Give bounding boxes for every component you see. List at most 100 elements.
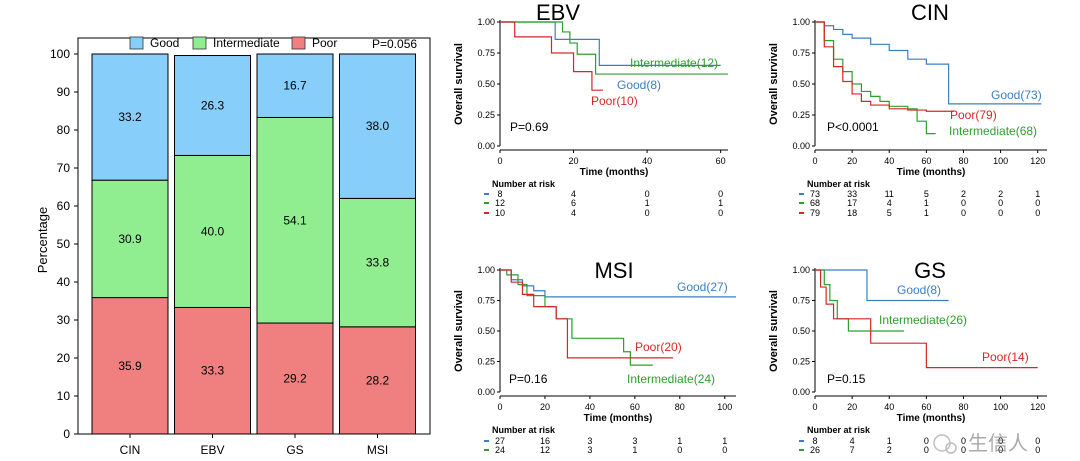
- km-x-axis-label: Time (months): [897, 167, 966, 178]
- risk-table-cell: 3: [587, 436, 592, 446]
- km-curve-poor: [500, 21, 603, 91]
- km-x-tick-label: 100: [993, 402, 1008, 412]
- risk-table-title: Number at risk: [492, 425, 556, 435]
- bar-y-tick-label: 20: [57, 351, 71, 365]
- risk-table-cell: 24: [495, 445, 505, 455]
- risk-table-cell: 7: [850, 445, 855, 455]
- bar-segment-poor: [256, 322, 334, 435]
- risk-table-cell: 0: [722, 445, 727, 455]
- bar-segments: 35.9 30.9 33.2 33.3 40.0 26.3 29.2 54.1 16.7 28.2…: [91, 53, 416, 435]
- km-x-tick-label: 80: [675, 402, 685, 412]
- risk-table-cell: 68: [810, 198, 820, 208]
- risk-table-cell: 26: [810, 445, 820, 455]
- km-curve-intermediate: [815, 269, 905, 332]
- km-y-tick-label: 0.25: [792, 110, 810, 120]
- km-x-tick-label: 0: [812, 402, 817, 412]
- km-x-axis-label: Time (months): [897, 413, 966, 424]
- risk-table-cell: 0: [961, 445, 966, 455]
- km-y-tick-label: 1.00: [792, 265, 810, 275]
- km-x-axis-label: Time (months): [580, 167, 649, 178]
- km-y-tick-label: 0.00: [792, 141, 810, 151]
- km-panel-msi: MSI 0.00 0.25 0.50 0.75 1.00 Overall survival 0…: [453, 258, 736, 455]
- km-title: MSI: [594, 258, 633, 283]
- risk-table-cell: 5: [924, 189, 929, 199]
- bar-data-label: 28.2: [366, 373, 390, 387]
- km-series-label: Intermediate(12): [630, 56, 718, 70]
- risk-table-title: Number at risk: [492, 179, 556, 189]
- bar-x-tick-label: CIN: [120, 443, 141, 457]
- risk-table-cell: 0: [718, 189, 723, 199]
- km-x-tick-label: 20: [540, 402, 550, 412]
- bar-segment-intermediate: [174, 154, 251, 308]
- risk-table-cell: 2: [887, 445, 892, 455]
- risk-table-cell: 3: [632, 436, 637, 446]
- risk-table-cell: 1: [718, 198, 723, 208]
- legend-label-poor: Poor: [312, 36, 337, 50]
- km-y-tick-label: 0.50: [477, 326, 495, 336]
- km-y-axis-label: Overall survival: [453, 290, 465, 372]
- km-y-axis-label: Overall survival: [768, 290, 780, 372]
- km-y-axis-label: Overall survival: [453, 43, 465, 125]
- risk-table-cell: 17: [847, 198, 857, 208]
- km-x-tick-label: 40: [642, 156, 652, 166]
- km-curve-good: [815, 21, 1042, 105]
- km-p-value: P=0.16: [509, 372, 548, 386]
- legend-label-intermediate: Intermediate: [213, 36, 280, 50]
- risk-table-cell: 0: [677, 445, 682, 455]
- km-y-tick-label: 0.50: [792, 79, 810, 89]
- bar-segment-intermediate: [256, 116, 334, 324]
- risk-table-title: Number at risk: [807, 179, 871, 189]
- bar-y-tick-label: 80: [57, 123, 71, 137]
- km-x-tick-label: 0: [812, 156, 817, 166]
- risk-table-cell: 0: [961, 436, 966, 446]
- km-p-value: P=0.15: [827, 372, 866, 386]
- km-x-tick-label: 40: [585, 402, 595, 412]
- risk-table-cell: 0: [961, 198, 966, 208]
- km-y-tick-label: 1.00: [477, 17, 495, 27]
- km-curve-poor: [815, 21, 955, 112]
- bar-data-label: 16.7: [283, 79, 307, 93]
- watermark-icon: [933, 434, 951, 452]
- bar-data-label: 33.3: [201, 364, 225, 378]
- bar-data-label: 35.9: [118, 359, 142, 373]
- km-curve-intermediate: [815, 21, 936, 135]
- km-title: GS: [914, 258, 946, 283]
- km-series-label: Poor(10): [591, 94, 638, 108]
- bar-segment-good: [339, 53, 416, 199]
- bar-y-tick-label: 0: [63, 427, 70, 441]
- bar-data-label: 38.0: [366, 119, 390, 133]
- bar-data-label: 33.8: [366, 256, 390, 270]
- km-x-tick-label: 100: [993, 156, 1008, 166]
- risk-table-cell: 0: [718, 208, 723, 218]
- bar-y-tick-label: 90: [57, 85, 71, 99]
- risk-table-cell: 0: [998, 436, 1003, 446]
- risk-table-cell: 1: [722, 436, 727, 446]
- km-y-tick-label: 1.00: [792, 17, 810, 27]
- bar-segment-poor: [174, 306, 251, 435]
- km-x-tick-label: 20: [847, 402, 857, 412]
- km-title: EBV: [536, 0, 580, 25]
- km-y-tick-label: 0.00: [792, 387, 810, 397]
- km-x-tick-label: 40: [884, 402, 894, 412]
- risk-table-cell: 5: [887, 208, 892, 218]
- risk-table-cell: 4: [887, 198, 892, 208]
- km-curve-poor: [500, 269, 674, 359]
- bar-y-tick-label: 70: [57, 161, 71, 175]
- km-series-label: Intermediate(24): [627, 372, 715, 386]
- risk-table-cell: 0: [924, 445, 929, 455]
- risk-table-cell: 0: [924, 436, 929, 446]
- risk-table-cell: 0: [998, 208, 1003, 218]
- risk-table-cell: 16: [540, 436, 550, 446]
- risk-table-title: Number at risk: [807, 425, 871, 435]
- risk-table-cell: 0: [998, 445, 1003, 455]
- risk-table-cell: 11: [885, 189, 894, 199]
- watermark: 生信人: [933, 431, 1028, 455]
- bar-y-tick-label: 40: [57, 275, 71, 289]
- risk-table-cell: 0: [998, 198, 1003, 208]
- km-y-tick-label: 1.00: [477, 265, 495, 275]
- km-x-tick-label: 80: [958, 402, 968, 412]
- bar-x-tick-label: MSI: [367, 443, 388, 457]
- risk-table-cell: 18: [847, 208, 857, 218]
- bar-y-tick-label: 100: [50, 47, 70, 61]
